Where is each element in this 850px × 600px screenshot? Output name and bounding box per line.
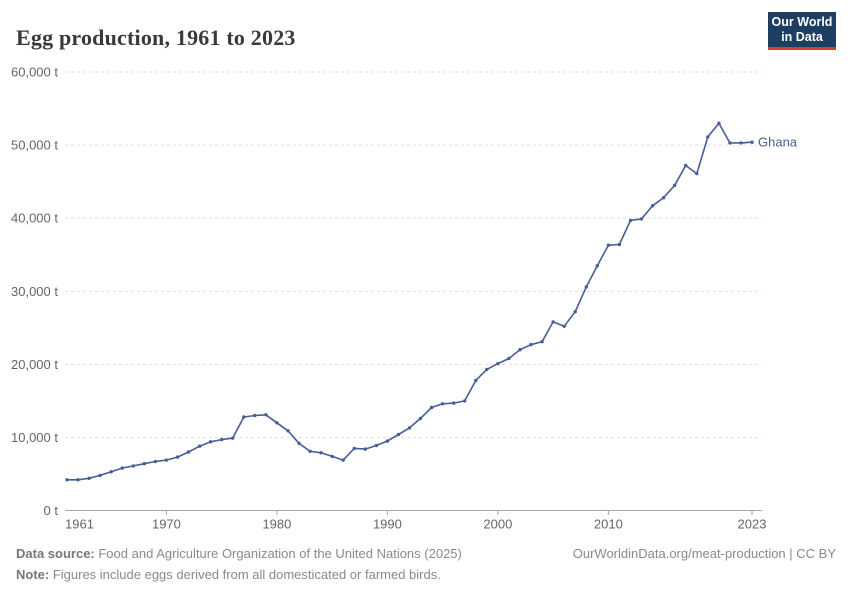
- data-point-marker[interactable]: [164, 458, 169, 462]
- data-point-marker[interactable]: [297, 441, 301, 445]
- owid-logo-line1: Our World: [771, 14, 833, 29]
- series-entity-label[interactable]: Ghana: [758, 135, 798, 150]
- data-point-marker[interactable]: [695, 171, 699, 176]
- data-point-marker[interactable]: [253, 413, 257, 418]
- data-point-marker[interactable]: [661, 196, 666, 200]
- x-tick-label: 2010: [594, 517, 623, 532]
- data-point-marker[interactable]: [562, 324, 566, 328]
- data-point-marker[interactable]: [87, 476, 91, 480]
- x-tick-label: 2000: [483, 517, 512, 532]
- data-point-marker[interactable]: [153, 459, 158, 464]
- data-point-marker[interactable]: [440, 402, 445, 406]
- data-point-marker[interactable]: [363, 447, 367, 451]
- data-point-marker[interactable]: [131, 464, 135, 468]
- data-point-marker[interactable]: [717, 121, 721, 125]
- y-tick-label: 10,000 t: [11, 430, 58, 445]
- owid-logo-line2: in Data: [781, 29, 823, 44]
- data-point-marker[interactable]: [330, 454, 334, 459]
- data-point-marker[interactable]: [728, 141, 732, 145]
- data-source-note: Data source: Food and Agriculture Organi…: [16, 546, 462, 561]
- data-point-marker[interactable]: [175, 455, 180, 459]
- data-point-marker[interactable]: [750, 140, 754, 144]
- data-point-marker[interactable]: [208, 440, 213, 444]
- data-point-marker[interactable]: [186, 450, 191, 454]
- chart-footer: Data source: Food and Agriculture Organi…: [16, 546, 836, 582]
- data-point-marker[interactable]: [706, 135, 710, 139]
- data-point-marker[interactable]: [264, 413, 268, 417]
- data-point-marker[interactable]: [650, 204, 655, 208]
- data-point-marker[interactable]: [319, 451, 323, 455]
- data-point-marker[interactable]: [76, 478, 80, 482]
- data-point-marker[interactable]: [341, 458, 345, 462]
- data-point-marker[interactable]: [540, 340, 544, 344]
- note-label: Note:: [16, 567, 50, 582]
- data-point-marker[interactable]: [628, 218, 633, 223]
- x-tick-label: 1990: [373, 517, 402, 532]
- data-point-marker[interactable]: [606, 243, 611, 247]
- data-point-marker[interactable]: [396, 432, 401, 437]
- data-point-marker[interactable]: [496, 361, 500, 366]
- data-point-marker[interactable]: [231, 436, 235, 440]
- x-tick-label: 1980: [262, 517, 291, 532]
- data-point-marker[interactable]: [418, 416, 423, 421]
- data-point-marker[interactable]: [429, 405, 434, 410]
- data-point-marker[interactable]: [65, 478, 69, 482]
- data-point-marker[interactable]: [286, 429, 290, 433]
- data-point-marker[interactable]: [98, 473, 102, 478]
- credit-link[interactable]: OurWorldinData.org/meat-production | CC …: [572, 546, 836, 561]
- data-point-marker[interactable]: [551, 320, 555, 324]
- data-point-marker[interactable]: [407, 426, 412, 430]
- data-point-marker[interactable]: [485, 367, 489, 372]
- x-tick-label: 2023: [738, 517, 767, 532]
- data-point-marker[interactable]: [463, 399, 467, 403]
- data-point-marker[interactable]: [673, 183, 677, 187]
- data-point-marker[interactable]: [385, 439, 390, 443]
- y-tick-label: 0 t: [44, 503, 59, 518]
- y-tick-label: 50,000 t: [11, 138, 58, 153]
- data-point-marker[interactable]: [474, 378, 478, 383]
- x-tick-label: 1970: [152, 517, 181, 532]
- data-point-marker[interactable]: [352, 446, 356, 451]
- data-point-marker[interactable]: [639, 217, 644, 221]
- data-point-marker[interactable]: [374, 443, 379, 448]
- data-point-marker[interactable]: [275, 421, 279, 425]
- data-point-marker[interactable]: [739, 141, 743, 145]
- chart-note: Note: Figures include eggs derived from …: [16, 567, 836, 582]
- data-point-marker[interactable]: [573, 310, 577, 314]
- data-point-marker[interactable]: [684, 163, 688, 168]
- y-tick-label: 60,000 t: [11, 65, 58, 80]
- data-source-text: Food and Agriculture Organization of the…: [94, 546, 462, 561]
- x-tick-label: 1961: [65, 517, 94, 532]
- data-point-marker[interactable]: [595, 264, 599, 268]
- data-point-marker[interactable]: [617, 242, 622, 247]
- y-tick-label: 30,000 t: [11, 284, 58, 299]
- data-point-marker[interactable]: [452, 401, 456, 405]
- data-point-marker[interactable]: [507, 356, 511, 361]
- data-point-marker[interactable]: [308, 449, 312, 453]
- data-point-marker[interactable]: [197, 444, 202, 448]
- data-point-marker[interactable]: [584, 285, 588, 289]
- data-source-label: Data source:: [16, 546, 95, 561]
- y-tick-label: 20,000 t: [11, 357, 58, 372]
- owid-logo[interactable]: Our World in Data: [768, 12, 836, 50]
- note-text: Figures include eggs derived from all do…: [49, 567, 441, 582]
- data-point-marker[interactable]: [109, 470, 113, 474]
- data-point-marker[interactable]: [518, 348, 522, 352]
- y-tick-label: 40,000 t: [11, 211, 58, 226]
- data-point-marker[interactable]: [120, 466, 124, 470]
- data-point-marker[interactable]: [220, 437, 224, 442]
- data-point-marker[interactable]: [242, 415, 246, 419]
- data-point-marker[interactable]: [142, 462, 146, 466]
- page-title: Egg production, 1961 to 2023: [16, 24, 296, 50]
- data-point-marker[interactable]: [529, 342, 533, 347]
